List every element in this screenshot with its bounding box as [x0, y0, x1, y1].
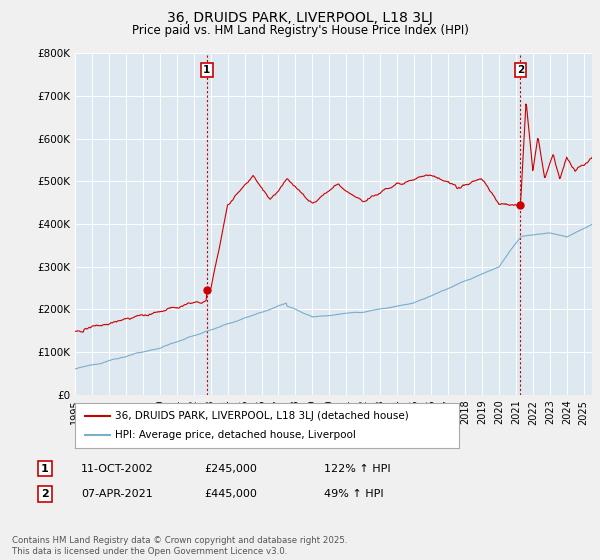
Text: Price paid vs. HM Land Registry's House Price Index (HPI): Price paid vs. HM Land Registry's House … — [131, 24, 469, 37]
Text: £245,000: £245,000 — [204, 464, 257, 474]
Text: 07-APR-2021: 07-APR-2021 — [81, 489, 153, 499]
Text: HPI: Average price, detached house, Liverpool: HPI: Average price, detached house, Live… — [115, 431, 356, 441]
Text: 2: 2 — [517, 66, 524, 75]
Text: 1: 1 — [203, 66, 211, 75]
Text: 36, DRUIDS PARK, LIVERPOOL, L18 3LJ: 36, DRUIDS PARK, LIVERPOOL, L18 3LJ — [167, 11, 433, 25]
Text: 36, DRUIDS PARK, LIVERPOOL, L18 3LJ (detached house): 36, DRUIDS PARK, LIVERPOOL, L18 3LJ (det… — [115, 410, 409, 421]
Text: 122% ↑ HPI: 122% ↑ HPI — [324, 464, 391, 474]
Text: £445,000: £445,000 — [204, 489, 257, 499]
Text: 11-OCT-2002: 11-OCT-2002 — [81, 464, 154, 474]
Text: 1: 1 — [41, 464, 49, 474]
Text: 2: 2 — [41, 489, 49, 499]
Text: 49% ↑ HPI: 49% ↑ HPI — [324, 489, 383, 499]
Text: Contains HM Land Registry data © Crown copyright and database right 2025.
This d: Contains HM Land Registry data © Crown c… — [12, 536, 347, 556]
